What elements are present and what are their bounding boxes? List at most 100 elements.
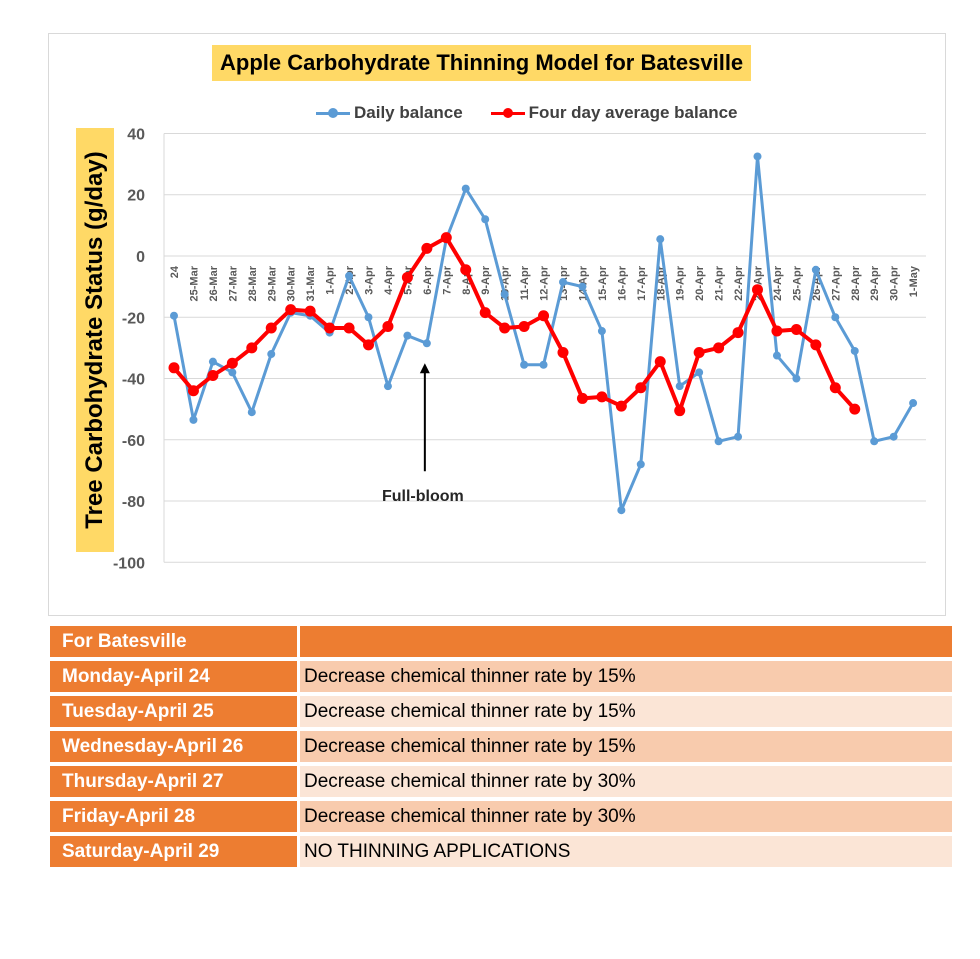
day-cell: Tuesday-April 25 (50, 696, 300, 731)
data-point-daily (208, 357, 217, 366)
data-point-average (421, 242, 433, 254)
data-point-average (363, 339, 374, 351)
thinning-recommendation-table: For Batesville Monday-April 24 Decrease … (50, 626, 952, 871)
recommendation-cell: Decrease chemical thinner rate by 30% (300, 801, 952, 836)
data-point-average (713, 342, 725, 354)
x-tick-label: 29-Apr (869, 265, 881, 301)
x-tick-label: 31-Mar (305, 265, 317, 301)
data-point-daily (695, 368, 704, 377)
x-tick-label: 28-Mar (247, 265, 259, 301)
annotations: Full-bloom (382, 363, 464, 505)
legend-marker-icon (502, 108, 513, 118)
day-cell: Wednesday-April 26 (50, 731, 300, 766)
x-tick-label: 1-Apr (325, 265, 337, 294)
x-tick-label: 16-Apr (616, 265, 628, 301)
x-tick-label: 27-Apr (830, 265, 842, 301)
x-tick-label: 3-Apr (364, 265, 376, 294)
data-point-average (440, 232, 452, 244)
y-tick-label: -100 (113, 555, 145, 572)
legend-swatch-average (490, 102, 525, 124)
x-tick-label: 26-Mar (208, 265, 220, 301)
x-tick-label: 30-Mar (286, 265, 298, 301)
data-point-average (596, 391, 608, 403)
data-point-daily (578, 282, 587, 291)
data-point-daily (539, 360, 548, 369)
x-tick-label: 9-Apr (480, 265, 492, 294)
x-tick-label: 27-Mar (227, 265, 239, 301)
x-tick-label: 7-Apr (441, 265, 453, 294)
data-point-average (168, 362, 180, 374)
data-point-daily (656, 235, 665, 244)
data-point-daily (403, 331, 412, 340)
data-point-average (654, 356, 666, 368)
y-tick-label: 20 (127, 188, 145, 205)
line-chart: 40 20 0 -20 -40 -60 -80 -100 24 25-Mar 26-Mar 27-M… (113, 126, 926, 572)
data-point-daily (481, 215, 490, 224)
data-point-daily (520, 360, 529, 369)
x-tick-label: 29-Mar (266, 265, 278, 301)
data-point-daily (753, 152, 762, 161)
data-point-average (304, 305, 316, 317)
data-point-average (265, 322, 277, 334)
data-point-daily (636, 460, 645, 469)
table-header-blank (300, 626, 952, 661)
data-point-daily (267, 350, 276, 359)
data-point-daily (617, 506, 626, 515)
data-point-daily (831, 313, 840, 322)
data-point-average (790, 324, 802, 336)
day-cell: Thursday-April 27 (50, 766, 300, 801)
data-point-average (246, 342, 258, 354)
y-tick-label: 40 (127, 126, 145, 143)
data-point-average (635, 382, 647, 394)
data-point-daily (792, 374, 801, 383)
x-tick-label: 15-Apr (597, 265, 609, 301)
data-point-daily (559, 278, 567, 287)
legend-swatch-daily (316, 102, 350, 124)
data-point-average (226, 357, 238, 369)
day-cell: Friday-April 28 (50, 801, 300, 836)
data-point-daily (772, 351, 781, 360)
data-point-average (557, 346, 569, 358)
y-axis-title-highlight (76, 128, 114, 552)
gridlines (163, 132, 926, 563)
data-point-average (829, 382, 841, 394)
data-point-daily (850, 346, 859, 355)
data-point-average (187, 385, 199, 397)
recommendation-cell: Decrease chemical thinner rate by 15% (300, 696, 952, 731)
x-tick-label: 22-Apr (733, 265, 745, 301)
day-cell: Saturday-April 29 (50, 836, 300, 871)
data-point-average (207, 369, 219, 381)
table-row: Monday-April 24 Decrease chemical thinne… (50, 661, 952, 696)
x-tick-label: 21-Apr (714, 265, 726, 301)
data-point-daily (422, 339, 431, 348)
legend: Daily balance Four day average balance (316, 102, 766, 124)
table-row: Friday-April 28 Decrease chemical thinne… (50, 801, 952, 836)
chart-title: Apple Carbohydrate Thinning Model for Ba… (212, 45, 752, 81)
table-row: Wednesday-April 26 Decrease chemical thi… (50, 731, 952, 766)
data-point-average (460, 264, 472, 276)
data-point-average (499, 322, 511, 334)
recommendation-cell: Decrease chemical thinner rate by 30% (300, 766, 952, 801)
x-tick-label: 28-Apr (850, 265, 862, 301)
data-point-average (752, 284, 763, 296)
data-point-daily (228, 368, 237, 377)
x-tick-label: 24-Apr (772, 265, 784, 301)
recommendation-cell: Decrease chemical thinner rate by 15% (300, 731, 952, 766)
x-tick-label: 4-Apr (383, 265, 395, 294)
data-point-daily (889, 432, 898, 441)
x-tick-label: 24 (169, 265, 181, 278)
data-point-average (849, 403, 861, 415)
data-point-daily (811, 265, 820, 274)
x-tick-label: 17-Apr (636, 265, 648, 301)
x-tick-label: 25-Mar (188, 265, 200, 301)
data-series (168, 152, 918, 515)
data-point-average (382, 320, 394, 332)
table-header-row: For Batesville (50, 626, 952, 661)
data-point-daily (170, 311, 178, 320)
table-row: Saturday-April 29 NO THINNING APPLICATIO… (50, 836, 952, 871)
x-tick-label: 20-Apr (694, 265, 706, 301)
data-point-average (576, 392, 588, 404)
day-cell: Monday-April 24 (50, 661, 300, 696)
x-tick-label: 1-May (908, 265, 920, 297)
data-point-daily (189, 415, 198, 424)
